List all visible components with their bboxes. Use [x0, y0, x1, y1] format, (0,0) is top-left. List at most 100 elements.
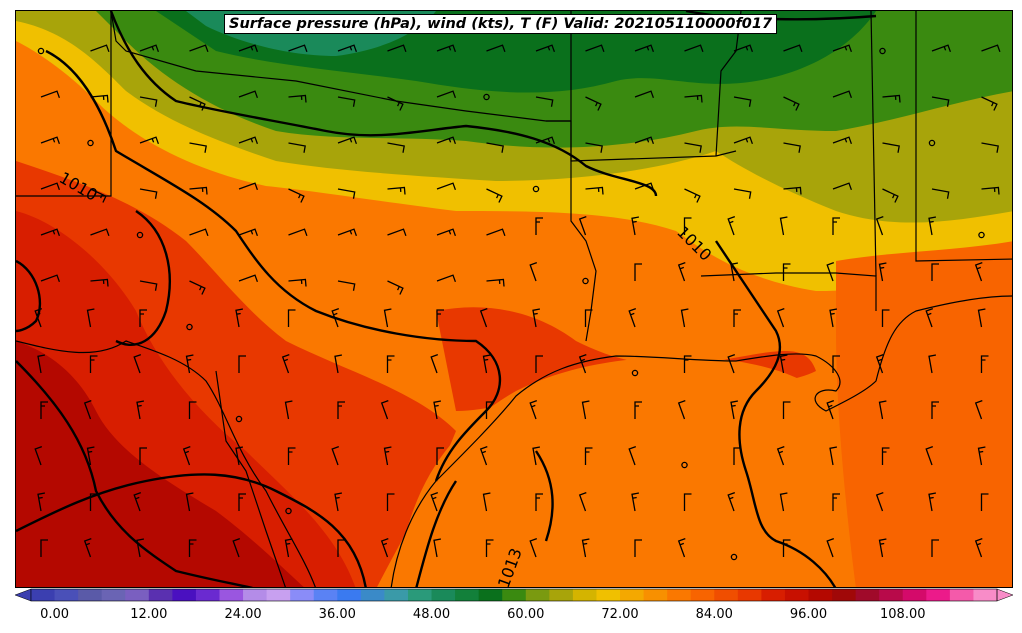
wind-barb	[832, 90, 853, 99]
colorbar-cell	[737, 589, 762, 601]
wind-barb	[634, 263, 642, 281]
calm-wind-circle	[483, 93, 490, 101]
wind-barb	[288, 44, 308, 53]
colorbar-tick-label: 24.00	[224, 607, 262, 622]
wind-barb	[287, 447, 296, 465]
colorbar-cell	[667, 589, 692, 601]
wind-barb	[383, 446, 392, 466]
wind-barb	[981, 96, 998, 111]
wind-barb	[878, 400, 887, 420]
colorbar-cell	[784, 589, 810, 601]
wind-barb	[235, 308, 244, 328]
wind-barb	[832, 493, 840, 511]
colorbar-cell	[195, 589, 220, 601]
wind-barb	[931, 401, 939, 419]
wind-barb	[977, 446, 986, 466]
wind-barb	[628, 445, 637, 466]
wind-barb	[974, 261, 983, 282]
wind-barb	[779, 492, 788, 512]
wind-barb	[288, 94, 307, 103]
wind-barb	[829, 308, 838, 328]
colorbar-cell	[690, 589, 715, 601]
wind-barb	[83, 399, 92, 420]
wind-barb	[875, 353, 884, 374]
wind-barb	[189, 142, 207, 153]
wind-barb	[727, 491, 736, 512]
wind-barb	[185, 492, 194, 512]
wind-barb	[928, 216, 937, 236]
wind-barb	[284, 538, 293, 558]
colorbar-cell	[125, 589, 150, 601]
calm-wind-circle	[37, 47, 45, 55]
wind-barb	[730, 262, 739, 282]
colorbar-cell	[384, 589, 409, 601]
wind-barb	[486, 188, 503, 203]
wind-barb	[829, 446, 838, 466]
wind-barb	[782, 401, 791, 419]
wind-barb	[287, 309, 296, 327]
colorbar-cell	[172, 589, 197, 601]
wind-barb	[585, 44, 605, 53]
wind-barb	[387, 280, 404, 295]
colorbar-cell	[973, 589, 998, 601]
wind-barbs	[34, 44, 1001, 561]
wind-barb	[980, 493, 989, 511]
wind-barb	[581, 400, 590, 420]
wind-barb	[585, 96, 602, 111]
wind-barb	[779, 354, 788, 374]
wind-barb	[832, 44, 853, 53]
colorbar-cell	[502, 589, 527, 601]
wind-barb	[387, 142, 405, 153]
wind-barb	[288, 142, 306, 153]
wind-barb	[89, 493, 98, 511]
wind-barb	[238, 274, 259, 283]
wind-barb	[337, 44, 358, 53]
colorbar-cell	[243, 589, 268, 601]
wind-barb	[878, 262, 887, 282]
wind-barb	[776, 307, 785, 328]
wind-barb	[482, 492, 491, 512]
colorbar-extend-low	[15, 588, 32, 602]
wind-barb	[37, 492, 46, 512]
wind-barb	[238, 90, 259, 99]
wind-barb	[387, 96, 404, 111]
wind-barb	[331, 307, 340, 328]
wind-barb	[535, 493, 543, 511]
wind-barb	[782, 539, 791, 557]
wind-barb	[535, 217, 543, 235]
wind-barb	[677, 537, 686, 558]
wind-barb	[139, 280, 158, 291]
wind-barb	[90, 94, 109, 103]
state-borders	[16, 11, 1012, 587]
wind-barb	[977, 308, 986, 328]
wind-barb	[139, 96, 158, 107]
weather-map: 1010 1010 1013	[15, 10, 1013, 588]
wind-barb	[337, 401, 345, 419]
wind-barb	[139, 447, 147, 465]
wind-barb	[925, 445, 934, 466]
wind-barb	[826, 399, 835, 420]
wind-barb	[931, 188, 950, 199]
wind-barb	[981, 186, 1000, 195]
wind-barb	[485, 539, 494, 557]
colorbar-cell	[101, 589, 126, 601]
wind-barb	[733, 188, 752, 199]
colorbar-cell	[620, 589, 645, 601]
wind-barb	[90, 278, 109, 287]
wind-barb	[535, 96, 554, 107]
colorbar-tick-label: 84.00	[695, 607, 733, 622]
calm-wind-circle	[681, 461, 688, 469]
wind-barb	[436, 274, 457, 283]
colorbar-cell	[643, 589, 668, 601]
wind-barb	[40, 539, 48, 557]
wind-barb	[90, 228, 110, 237]
wind-barb	[529, 537, 538, 558]
wind-barb	[981, 142, 999, 153]
wind-barb	[436, 136, 457, 145]
wind-barb	[189, 96, 206, 111]
wind-barb	[238, 44, 259, 53]
wind-barb	[783, 96, 800, 111]
wind-barb	[532, 308, 541, 328]
colorbar-cell	[549, 589, 574, 601]
wind-barb	[86, 446, 95, 466]
